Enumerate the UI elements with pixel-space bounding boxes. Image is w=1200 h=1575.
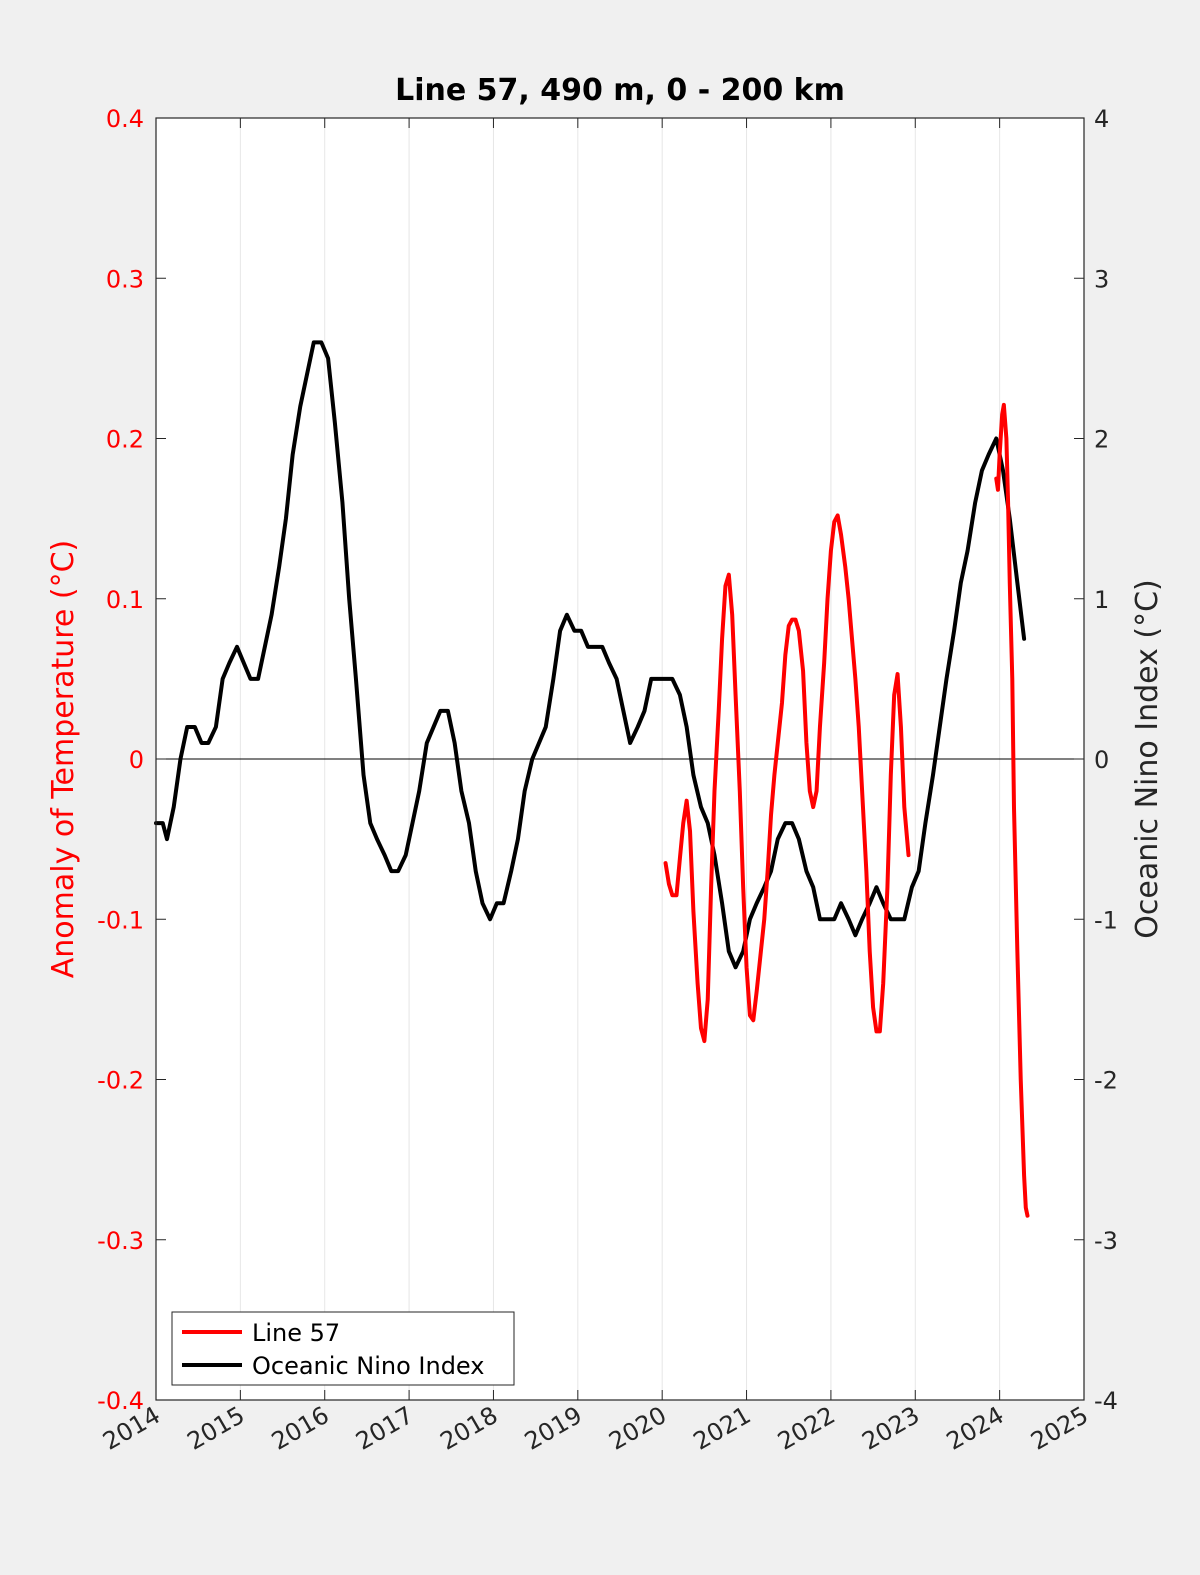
left-tick-label: 0.4 bbox=[106, 105, 144, 133]
right-tick-label: -4 bbox=[1094, 1387, 1118, 1415]
right-tick-label: 4 bbox=[1094, 105, 1109, 133]
left-tick-label: -0.4 bbox=[97, 1387, 144, 1415]
right-tick-label: -2 bbox=[1094, 1067, 1118, 1095]
right-y-axis: -4 -3 -2 -1 0 1 2 3 4 bbox=[1074, 105, 1118, 1415]
left-tick-label: 0.2 bbox=[106, 426, 144, 454]
series-layer bbox=[154, 340, 1030, 1218]
left-tick-label: 0 bbox=[129, 746, 144, 774]
right-tick-label: 3 bbox=[1094, 265, 1109, 293]
legend-box bbox=[171, 1311, 515, 1386]
right-tick-label: 0 bbox=[1094, 746, 1109, 774]
right-tick-label: -3 bbox=[1094, 1227, 1118, 1255]
left-tick-label: 0.3 bbox=[106, 265, 144, 293]
legend: Line 57 Oceanic Nino Index bbox=[171, 1311, 515, 1386]
left-tick-label: 0.1 bbox=[106, 586, 144, 614]
left-tick-label: -0.1 bbox=[97, 906, 144, 934]
left-y-axis: -0.4 -0.3 -0.2 -0.1 0 0.1 0.2 0.3 0.4 bbox=[97, 105, 166, 1415]
legend-oni-label: Oceanic Nino Index bbox=[252, 1352, 484, 1380]
right-tick-label: -1 bbox=[1094, 906, 1118, 934]
series-line-line-57-1 bbox=[994, 402, 1030, 1218]
right-tick-label: 2 bbox=[1094, 426, 1109, 454]
chart-title: Line 57, 490 m, 0 - 200 km bbox=[395, 73, 845, 108]
series-line-line-57-0 bbox=[663, 513, 911, 1044]
left-tick-label: -0.3 bbox=[97, 1227, 144, 1255]
legend-line57-label: Line 57 bbox=[252, 1319, 340, 1347]
left-tick-label: -0.2 bbox=[97, 1067, 144, 1095]
right-tick-label: 1 bbox=[1094, 586, 1109, 614]
left-y-axis-label: Anomaly of Temperature (°C) bbox=[46, 540, 81, 979]
series-line-oceanic-nino-index-0 bbox=[154, 340, 1027, 970]
right-y-axis-label: Oceanic Nino Index (°C) bbox=[1130, 579, 1165, 939]
